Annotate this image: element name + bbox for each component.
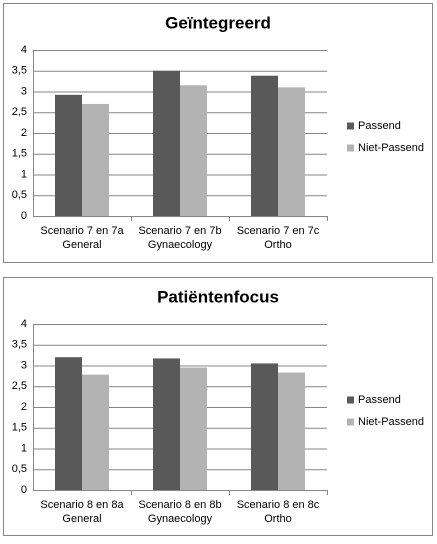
x-tick-label: General (62, 513, 101, 525)
y-tick-label: 0 (21, 484, 27, 496)
y-tick-label: 2,5 (12, 106, 27, 118)
y-tick-label: 0,5 (12, 189, 27, 201)
bar (82, 103, 109, 216)
y-tick-label: 3,5 (12, 339, 27, 351)
legend-swatch (347, 144, 354, 152)
y-tick-label: 0 (21, 210, 27, 222)
bar (55, 94, 82, 216)
legend-swatch (347, 396, 354, 404)
bar (82, 374, 109, 490)
bar (180, 85, 207, 217)
legend-swatch (347, 418, 354, 426)
legend-label: Passend (358, 120, 401, 132)
y-tick-label: 1 (21, 442, 27, 454)
bar (153, 70, 180, 216)
x-tick-label: Scenario 8 en 8b (138, 499, 221, 511)
y-tick-label: 3,5 (12, 65, 27, 77)
legend-label: Niet-Passend (358, 142, 424, 154)
x-tick-label: Gynaecology (148, 513, 213, 525)
bar (251, 363, 278, 490)
x-tick-label: Ortho (264, 239, 292, 251)
bar (153, 358, 180, 490)
x-tick-label: Scenario 7 en 7c (237, 225, 320, 237)
bar (278, 87, 305, 216)
bar (180, 367, 207, 490)
y-tick-label: 0,5 (12, 463, 27, 475)
x-tick-label: Scenario 8 en 8a (40, 499, 124, 511)
bar (278, 372, 305, 490)
chart-title: Patiëntenfocus (157, 287, 279, 306)
y-tick-label: 3 (21, 85, 27, 97)
x-tick-label: Scenario 7 en 7b (138, 225, 221, 237)
x-tick-label: Gynaecology (148, 239, 213, 251)
legend-swatch (347, 122, 354, 130)
y-tick-label: 4 (21, 44, 27, 56)
x-tick-label: Scenario 7 en 7a (40, 225, 124, 237)
x-tick-label: General (62, 239, 101, 251)
y-tick-label: 1,5 (12, 422, 27, 434)
x-tick-label: Ortho (264, 513, 292, 525)
y-tick-label: 2 (21, 127, 27, 139)
y-tick-label: 1 (21, 168, 27, 180)
legend-label: Niet-Passend (358, 416, 424, 428)
y-tick-label: 2,5 (12, 380, 27, 392)
bar (55, 357, 82, 490)
y-tick-label: 1,5 (12, 148, 27, 160)
y-tick-label: 4 (21, 318, 27, 330)
y-tick-label: 3 (21, 359, 27, 371)
chart-title: Geïntegreerd (165, 13, 271, 32)
x-tick-label: Scenario 8 en 8c (237, 499, 320, 511)
y-tick-label: 2 (21, 401, 27, 413)
legend-label: Passend (358, 394, 401, 406)
bar (251, 75, 278, 216)
